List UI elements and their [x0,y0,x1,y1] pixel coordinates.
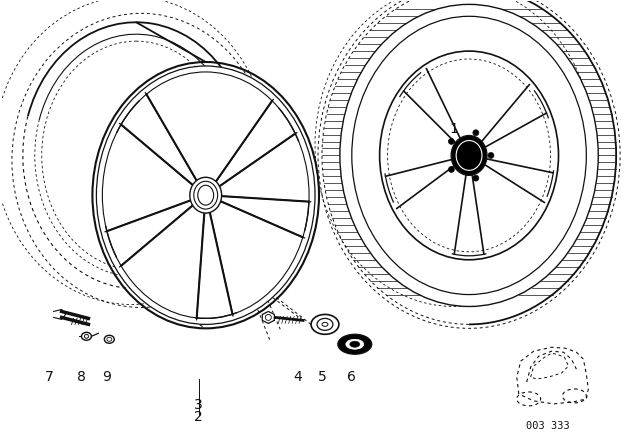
Ellipse shape [322,323,328,326]
Text: 8: 8 [77,370,86,384]
Text: 2: 2 [195,410,203,424]
Text: 9: 9 [102,370,111,384]
Text: 7: 7 [45,370,54,384]
Ellipse shape [456,141,482,170]
Text: 3: 3 [195,398,203,412]
Polygon shape [262,311,275,323]
Ellipse shape [198,185,214,205]
Ellipse shape [488,152,494,159]
Ellipse shape [338,334,372,354]
Ellipse shape [346,339,364,349]
Ellipse shape [340,4,598,306]
Text: 1: 1 [450,121,459,136]
Ellipse shape [350,341,360,347]
Ellipse shape [380,51,559,260]
Ellipse shape [194,181,218,209]
Ellipse shape [449,138,454,144]
Ellipse shape [473,130,479,136]
Ellipse shape [449,167,454,172]
Ellipse shape [473,175,479,181]
Text: 6: 6 [348,370,356,384]
Text: 4: 4 [294,370,303,384]
Polygon shape [54,310,65,319]
Ellipse shape [317,319,333,330]
Text: 003 333: 003 333 [525,421,570,431]
Ellipse shape [451,136,487,175]
Ellipse shape [190,177,221,213]
Ellipse shape [97,66,315,324]
Ellipse shape [311,314,339,334]
Text: 5: 5 [317,370,326,384]
